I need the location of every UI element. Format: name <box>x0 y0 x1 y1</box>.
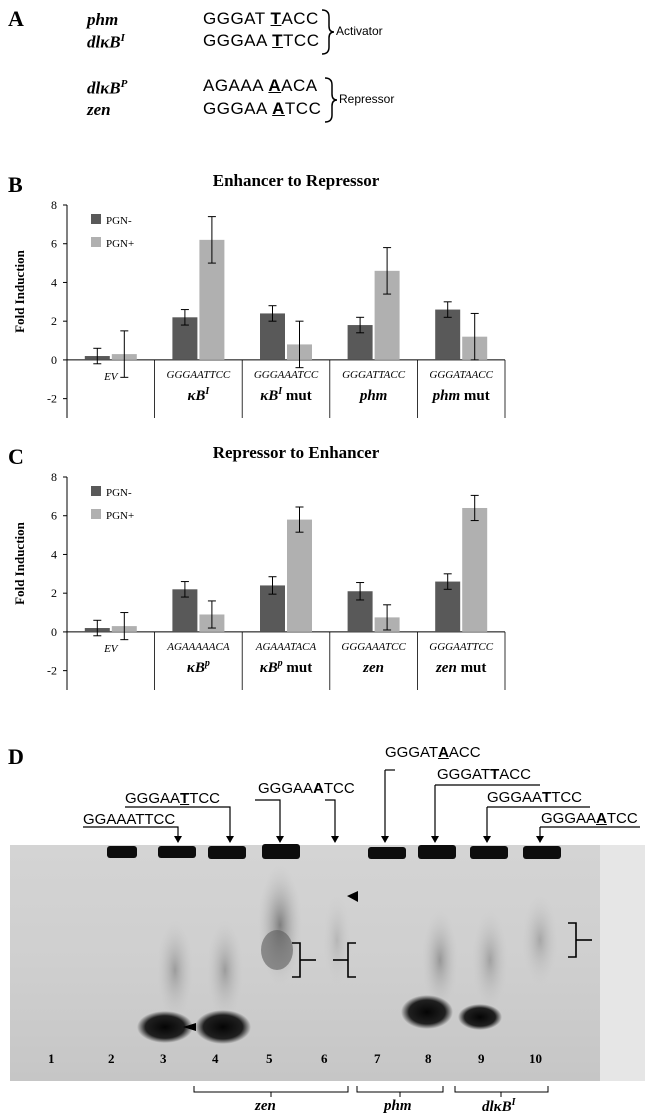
bar <box>435 309 461 360</box>
lane-number: 10 <box>529 1051 542 1066</box>
group-braces <box>193 1086 549 1097</box>
y-tick-label: 0 <box>51 353 57 367</box>
gene-label-phm: phm <box>87 10 119 29</box>
lane-number: 8 <box>425 1051 432 1066</box>
bar <box>435 581 461 632</box>
gene-label-zen: zen <box>87 100 111 119</box>
probe-seq-2: GGGAATTCC <box>125 790 221 807</box>
lane-number: 3 <box>160 1051 167 1066</box>
category-sequence: GGGAAATCC <box>341 641 406 653</box>
legend-swatch <box>91 509 101 519</box>
bar <box>287 519 312 632</box>
chart-repressor-to-enhancer: Repressor to Enhancer -2 0 2 4 6 8 Fold Inducti… <box>12 443 506 690</box>
legend-swatch <box>91 237 101 247</box>
legend-swatch <box>91 486 101 496</box>
y-tick-label: 4 <box>51 275 57 289</box>
category-sequence: GGGAATTCC <box>167 369 231 381</box>
chart-enhancer-to-repressor: Enhancer to Repressor -2 0 2 4 6 8 Fold Inducti… <box>12 171 506 418</box>
probe-arrowheads <box>174 836 544 843</box>
gene-label-dlkbi: dlκBI <box>87 32 125 52</box>
category-name: κBI <box>187 386 210 404</box>
bar <box>462 507 488 632</box>
category-sequence: AGAAATACA <box>255 641 317 653</box>
lane-number: 9 <box>478 1051 485 1066</box>
category-sequence: GGGAATTCC <box>429 641 493 653</box>
complex-brackets <box>292 922 592 978</box>
category-name: EV <box>103 371 119 383</box>
category-sequence: GGGATAACC <box>429 369 493 381</box>
y-axis-label: Fold Induction <box>12 249 27 332</box>
free-probe-marker <box>183 1023 196 1031</box>
category-name: κBp mut <box>260 658 313 676</box>
group-label-dlkbi: dlκBI <box>482 1097 516 1115</box>
activator-brace <box>321 9 335 55</box>
category-name: EV <box>103 643 119 655</box>
y-tick-label: 6 <box>51 509 57 523</box>
panel-a-label: A <box>8 6 24 31</box>
y-tick-label: 2 <box>51 314 57 328</box>
chart-title: Enhancer to Repressor <box>213 171 380 190</box>
panel-d-label: D <box>8 744 24 769</box>
category-sequence: AGAAAAACA <box>166 641 230 653</box>
y-tick-label: 8 <box>51 470 57 484</box>
lane-number: 6 <box>321 1051 328 1066</box>
y-tick-label: 2 <box>51 586 57 600</box>
y-tick-label: 4 <box>51 547 57 561</box>
category-name: zen mut <box>435 660 486 676</box>
lane-number: 7 <box>374 1051 381 1066</box>
panel-b-label: B <box>8 172 23 197</box>
sequence-phm: GGGAT TACC <box>203 9 319 28</box>
lane-number: 5 <box>266 1051 273 1066</box>
y-tick-label: 8 <box>51 198 57 212</box>
category-sequence: GGGAAATCC <box>254 369 319 381</box>
legend-label: PGN+ <box>106 238 134 250</box>
gel-bands <box>137 930 502 1044</box>
sequence-dlkbi: GGGAA TTCC <box>203 31 320 50</box>
panel-c-label: C <box>8 444 24 469</box>
group-label-phm: phm <box>384 1098 412 1114</box>
category-name: κBp <box>187 658 210 676</box>
probe-seq-6: GGGAATTCC <box>487 789 583 806</box>
category-name: zen <box>362 660 384 676</box>
probe-seq-3: GGGAAATCC <box>258 780 355 797</box>
category-name: phm mut <box>431 388 490 404</box>
y-tick-label: 0 <box>51 625 57 639</box>
group-label-zen: zen <box>255 1098 276 1114</box>
y-tick-label: -2 <box>47 664 57 678</box>
probe-seq-7: GGGAAATCC <box>541 810 638 827</box>
legend-label: PGN+ <box>106 510 134 522</box>
repressor-brace <box>324 77 338 123</box>
repressor-label: Repressor <box>339 92 395 106</box>
shifted-band-marker <box>347 891 358 902</box>
legend-label: PGN- <box>106 487 132 499</box>
y-tick-label: 6 <box>51 237 57 251</box>
legend-swatch <box>91 214 101 224</box>
sequence-dlkbp: AGAAA AACA <box>203 76 318 95</box>
gene-label-dlkbp: dlκBP <box>87 78 128 98</box>
lane-number: 1 <box>48 1051 55 1066</box>
probe-seq-4: GGGATAACC <box>385 744 481 761</box>
chart-title: Repressor to Enhancer <box>213 443 380 462</box>
category-name: κBI mut <box>260 386 311 404</box>
legend-label: PGN- <box>106 215 132 227</box>
y-axis-label: Fold Induction <box>12 521 27 604</box>
category-sequence: GGGATTACC <box>342 369 406 381</box>
y-tick-label: -2 <box>47 392 57 406</box>
category-name: phm <box>358 388 388 404</box>
lane-number: 2 <box>108 1051 115 1066</box>
lane-number: 4 <box>212 1051 219 1066</box>
sequence-zen: GGGAA ATCC <box>203 99 322 118</box>
activator-label: Activator <box>336 24 383 38</box>
probe-seq-5: GGGATTACC <box>437 766 531 783</box>
emsa-gel-figure <box>10 769 645 1097</box>
probe-seq-1: GGAAATTCC <box>83 811 176 828</box>
gel-wells <box>107 844 561 859</box>
gel-background <box>10 845 600 1081</box>
